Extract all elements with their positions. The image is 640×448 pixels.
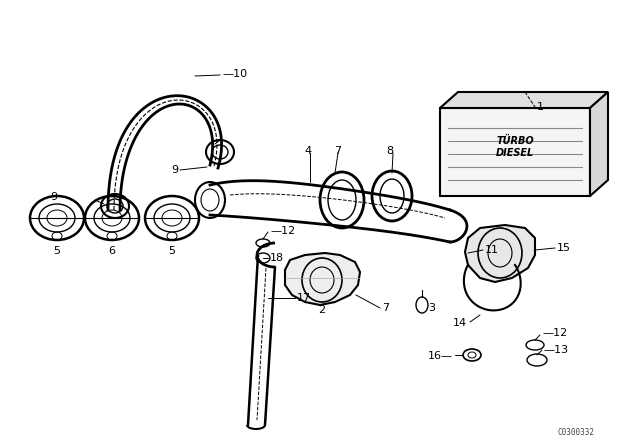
Polygon shape xyxy=(465,225,535,282)
Text: C0300332: C0300332 xyxy=(558,427,595,436)
Text: 15: 15 xyxy=(557,243,571,253)
Text: 9: 9 xyxy=(50,192,57,202)
Text: 6: 6 xyxy=(109,246,115,256)
Polygon shape xyxy=(590,92,608,196)
Text: —10: —10 xyxy=(222,69,247,79)
Polygon shape xyxy=(285,253,360,305)
Text: —13: —13 xyxy=(543,345,568,355)
Text: 7: 7 xyxy=(335,146,342,156)
Text: 2: 2 xyxy=(319,305,326,315)
Text: 17: 17 xyxy=(297,293,311,303)
Text: —12: —12 xyxy=(270,226,295,236)
Polygon shape xyxy=(440,108,590,196)
Text: 3: 3 xyxy=(428,303,435,313)
Text: 18: 18 xyxy=(270,253,284,263)
Text: 5: 5 xyxy=(168,246,175,256)
Text: 9: 9 xyxy=(171,165,178,175)
Text: 14: 14 xyxy=(453,318,467,328)
Text: 16—: 16— xyxy=(428,351,453,361)
Text: 4: 4 xyxy=(305,146,312,156)
Text: TÜRBO
DIESEL: TÜRBO DIESEL xyxy=(496,136,534,158)
Text: 1: 1 xyxy=(537,102,544,112)
Text: 5: 5 xyxy=(54,246,61,256)
Text: —12: —12 xyxy=(542,328,567,338)
Polygon shape xyxy=(440,92,608,108)
Text: 8: 8 xyxy=(387,146,394,156)
Text: 7: 7 xyxy=(382,303,389,313)
Text: 11: 11 xyxy=(485,245,499,255)
